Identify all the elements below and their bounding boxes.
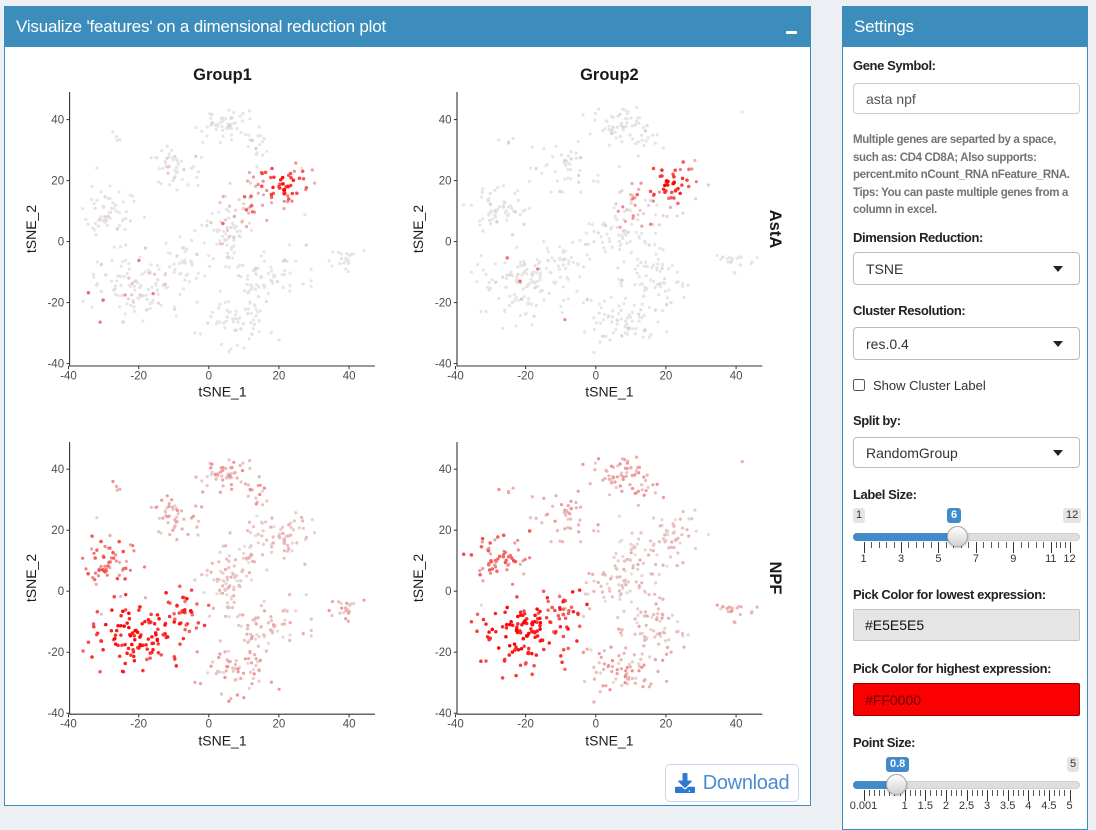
svg-text:20: 20	[273, 371, 286, 383]
svg-text:20: 20	[273, 719, 286, 731]
svg-text:-20: -20	[130, 371, 147, 383]
svg-text:0: 0	[206, 371, 212, 383]
svg-text:-40: -40	[47, 359, 64, 371]
svg-text:40: 40	[730, 371, 743, 383]
svg-text:tSNE_1: tSNE_1	[198, 384, 246, 400]
svg-text:-20: -20	[130, 719, 147, 731]
svg-text:20: 20	[439, 525, 452, 537]
svg-text:40: 40	[51, 464, 64, 476]
svg-text:tSNE_1: tSNE_1	[585, 384, 633, 400]
svg-text:-40: -40	[60, 371, 77, 383]
svg-text:40: 40	[730, 719, 743, 731]
svg-text:NPF: NPF	[766, 562, 784, 595]
svg-text:40: 40	[439, 464, 452, 476]
svg-text:0: 0	[445, 237, 451, 249]
svg-text:20: 20	[439, 176, 452, 188]
svg-text:tSNE_1: tSNE_1	[585, 733, 633, 749]
svg-text:tSNE_1: tSNE_1	[198, 733, 246, 749]
svg-text:-20: -20	[517, 719, 534, 731]
svg-text:40: 40	[343, 719, 356, 731]
svg-text:0: 0	[58, 237, 64, 249]
svg-text:tSNE_2: tSNE_2	[23, 554, 39, 602]
svg-text:-20: -20	[47, 298, 64, 310]
svg-text:20: 20	[660, 719, 673, 731]
svg-text:0: 0	[593, 719, 599, 731]
svg-text:-20: -20	[435, 298, 452, 310]
svg-text:40: 40	[439, 115, 452, 127]
svg-text:tSNE_2: tSNE_2	[23, 205, 39, 253]
svg-text:-20: -20	[47, 647, 64, 659]
svg-text:20: 20	[51, 525, 64, 537]
svg-text:-40: -40	[447, 719, 464, 731]
svg-text:Group1: Group1	[193, 66, 252, 84]
svg-text:-20: -20	[435, 647, 452, 659]
svg-text:AstA: AstA	[766, 210, 784, 249]
svg-text:-20: -20	[517, 371, 534, 383]
svg-text:0: 0	[206, 719, 212, 731]
svg-text:tSNE_2: tSNE_2	[410, 205, 426, 253]
svg-text:tSNE_2: tSNE_2	[410, 554, 426, 602]
svg-text:-40: -40	[447, 371, 464, 383]
svg-text:-40: -40	[435, 359, 452, 371]
svg-text:0: 0	[58, 586, 64, 598]
svg-text:0: 0	[445, 586, 451, 598]
svg-text:20: 20	[51, 176, 64, 188]
svg-text:Group2: Group2	[580, 66, 639, 84]
svg-text:20: 20	[660, 371, 673, 383]
svg-text:40: 40	[343, 371, 356, 383]
svg-text:-40: -40	[60, 719, 77, 731]
svg-text:-40: -40	[435, 708, 452, 720]
svg-text:-40: -40	[47, 708, 64, 720]
svg-text:0: 0	[593, 371, 599, 383]
svg-text:40: 40	[51, 115, 64, 127]
